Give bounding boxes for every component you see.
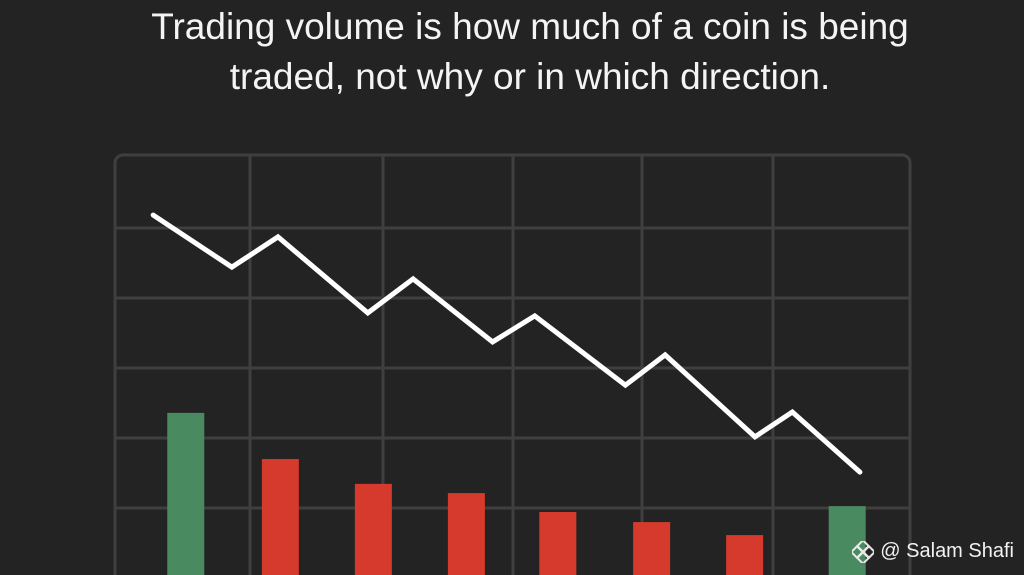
bar	[539, 512, 577, 575]
chart-title: Trading volume is how much of a coin is …	[151, 6, 909, 97]
bar	[261, 459, 299, 575]
watermark: @ Salam Shafi	[852, 540, 1014, 563]
bar	[354, 483, 392, 575]
bar	[447, 493, 485, 575]
logo-icon	[852, 540, 875, 563]
price-line	[150, 212, 863, 475]
bar	[167, 412, 205, 575]
bar	[828, 506, 866, 575]
frame-grid	[113, 153, 912, 575]
bar	[726, 535, 764, 575]
watermark-text: @ Salam Shafi	[880, 540, 1014, 562]
bar	[633, 522, 671, 575]
